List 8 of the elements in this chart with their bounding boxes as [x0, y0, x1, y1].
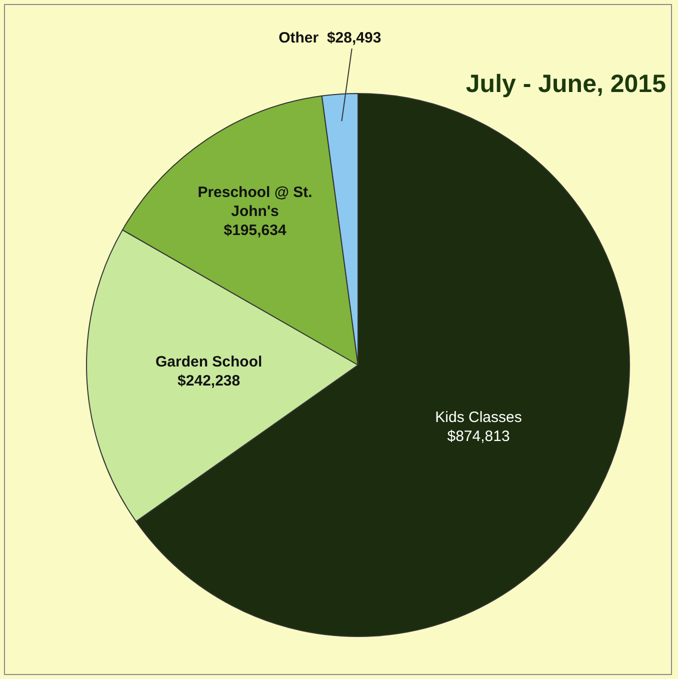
data-label: $195,634: [224, 222, 287, 239]
slice-label: Garden School: [155, 354, 262, 371]
text: July - June, 2015: [466, 70, 666, 99]
data-label: $242,238: [178, 372, 240, 390]
slice-label: Kids Classes: [435, 409, 522, 426]
slice-label: Preschool @ St. John's: [198, 184, 312, 220]
slice-label: Other $28,493: [278, 30, 382, 47]
data-label: $874,813: [447, 428, 510, 446]
